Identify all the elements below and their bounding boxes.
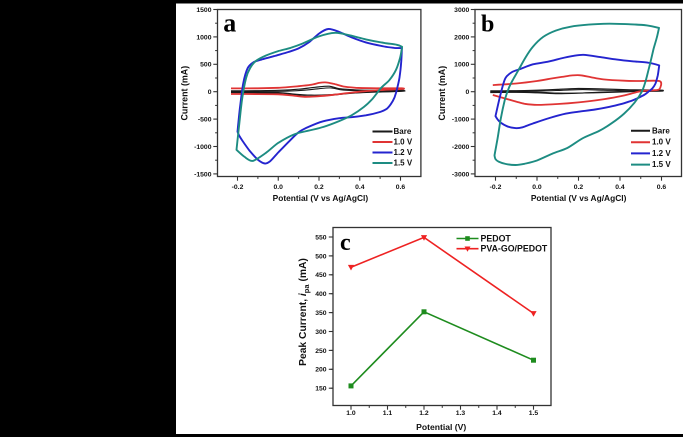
svg-text:a: a	[223, 8, 236, 37]
svg-text:Bare: Bare	[394, 127, 412, 136]
svg-text:c: c	[340, 230, 351, 256]
svg-text:1.5 V: 1.5 V	[652, 160, 671, 169]
svg-text:300: 300	[315, 329, 327, 336]
svg-text:0: 0	[466, 89, 470, 96]
svg-text:0.2: 0.2	[574, 184, 584, 191]
svg-text:1.0 V: 1.0 V	[652, 138, 671, 147]
svg-text:1.4: 1.4	[492, 410, 502, 417]
svg-text:0.6: 0.6	[657, 184, 667, 191]
svg-text:3000: 3000	[454, 7, 469, 14]
svg-text:0.2: 0.2	[314, 184, 324, 191]
svg-text:b: b	[481, 12, 494, 38]
svg-text:1000: 1000	[454, 62, 469, 69]
svg-text:1.3: 1.3	[456, 410, 466, 417]
svg-text:500: 500	[200, 62, 212, 69]
svg-text:0.4: 0.4	[355, 184, 365, 191]
svg-text:250: 250	[315, 348, 327, 355]
svg-text:450: 450	[315, 272, 327, 279]
svg-text:-0.2: -0.2	[232, 184, 244, 191]
svg-text:1.0: 1.0	[346, 410, 356, 417]
svg-text:Potential (V vs Ag/AgCl): Potential (V vs Ag/AgCl)	[273, 193, 369, 203]
svg-text:550: 550	[315, 234, 327, 241]
svg-text:1.5 V: 1.5 V	[394, 159, 413, 168]
svg-text:0.0: 0.0	[273, 184, 283, 191]
svg-text:1.2: 1.2	[419, 410, 429, 417]
svg-text:1.5: 1.5	[529, 410, 539, 417]
svg-text:-3000: -3000	[452, 171, 470, 178]
svg-text:Potential (V): Potential (V)	[416, 422, 466, 432]
svg-text:-1000: -1000	[194, 144, 212, 151]
svg-text:350: 350	[315, 310, 327, 317]
svg-text:Potential (V vs Ag/AgCl): Potential (V vs Ag/AgCl)	[531, 193, 627, 203]
svg-text:PVA-GO/PEDOT: PVA-GO/PEDOT	[481, 244, 548, 254]
svg-text:1.2 V: 1.2 V	[394, 148, 413, 157]
svg-text:400: 400	[315, 291, 327, 298]
svg-text:1.0 V: 1.0 V	[394, 138, 413, 147]
svg-text:1500: 1500	[196, 7, 211, 14]
svg-text:Peak Current, ipa (mA): Peak Current, ipa (mA)	[298, 258, 311, 366]
svg-text:-1500: -1500	[194, 171, 212, 178]
svg-text:-1000: -1000	[452, 117, 470, 124]
svg-text:-0.2: -0.2	[490, 184, 502, 191]
svg-text:0.0: 0.0	[532, 184, 542, 191]
svg-text:0.6: 0.6	[396, 184, 406, 191]
svg-text:2000: 2000	[454, 34, 469, 41]
svg-text:500: 500	[315, 253, 327, 260]
svg-text:-2000: -2000	[452, 144, 470, 151]
svg-text:-500: -500	[198, 117, 212, 124]
svg-text:0.4: 0.4	[615, 184, 625, 191]
svg-text:Bare: Bare	[652, 126, 670, 135]
svg-text:200: 200	[315, 367, 327, 374]
svg-text:Current (mA): Current (mA)	[179, 66, 189, 121]
svg-text:1.2 V: 1.2 V	[652, 149, 671, 158]
svg-text:1000: 1000	[196, 34, 211, 41]
svg-text:1.1: 1.1	[383, 410, 393, 417]
svg-text:0: 0	[208, 89, 212, 96]
svg-text:PEDOT: PEDOT	[481, 234, 512, 244]
svg-text:Current (mA): Current (mA)	[437, 66, 447, 121]
svg-text:150: 150	[315, 386, 327, 393]
